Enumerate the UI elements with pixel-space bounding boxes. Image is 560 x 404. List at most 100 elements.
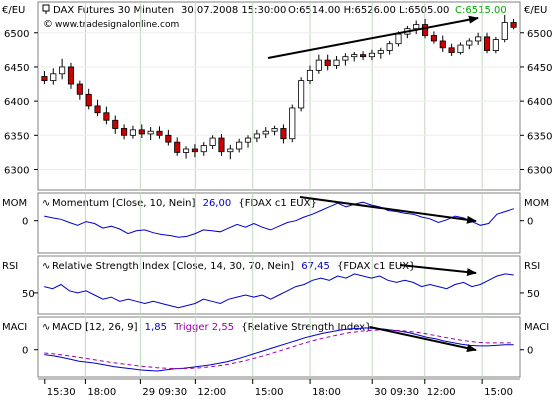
rsi-y-axis: 50 50 [22, 289, 540, 300]
mom-icon: ∿ [42, 198, 50, 209]
rsi-gridlines [84, 256, 483, 314]
candle-body [271, 128, 278, 132]
candle-body [386, 43, 393, 51]
x-tick-label: 12:00 [427, 387, 456, 398]
maci-label-left: MACI [2, 322, 27, 333]
price-trend-arrow [267, 15, 479, 59]
candle-body [218, 137, 225, 153]
maci-name: MACD [12, 26, 9] [52, 322, 138, 333]
candle-body [510, 22, 517, 28]
candle-body [289, 107, 296, 140]
candle-body [244, 137, 252, 143]
y-tick-label: 6450 [527, 63, 552, 74]
copyright-icon: © [43, 19, 53, 30]
indicator-line [44, 327, 514, 372]
candle-body [368, 52, 375, 58]
candle-body [421, 24, 429, 36]
candle-body [306, 69, 314, 82]
close-readout: C:6515.00 [455, 5, 507, 16]
mom-series [44, 201, 514, 238]
maci-panel: MACI MACI ∿ MACD [12, 26, 9] 1,85 Trigge… [2, 316, 549, 378]
candle-body [298, 80, 305, 109]
x-tick-label: 15:00 [484, 387, 513, 398]
mom-label-left: MOM [2, 198, 27, 209]
mom-legend: Momentum [Close, 10, Nein] 26,00 {FDAX c… [52, 198, 317, 209]
y-tick-label: 6350 [4, 131, 29, 142]
rsi-name: Relative Strength Index [Close, 14, 30, … [52, 261, 294, 272]
y-tick-label: 0 [527, 346, 533, 357]
candle-body [457, 44, 464, 53]
chart-menu-icon[interactable] [42, 4, 50, 12]
candle-body [182, 148, 190, 153]
y-tick-label: 6350 [527, 131, 552, 142]
rsi-value: 67,45 [301, 261, 330, 272]
maci-legend: MACD [12, 26, 9] 1,85 Trigger 2,55 {Rela… [52, 322, 371, 333]
indicator-line [44, 201, 514, 238]
rsi-source: {FDAX c1 EUX} [337, 261, 415, 272]
ohlc-readout: O:6514.00 H:6526.00 L:6505.00 [288, 5, 449, 16]
candle-body [351, 54, 358, 58]
candle-body [191, 148, 198, 153]
price-unit-right: €/EU [524, 5, 547, 16]
candle-body [315, 59, 322, 71]
candle-body [324, 59, 331, 66]
candle-body [227, 148, 234, 153]
y-tick-label: 50 [22, 289, 35, 300]
momentum-panel: MOM MOM ∿ Momentum [Close, 10, Nein] 26,… [2, 192, 549, 254]
maci-gridlines [84, 317, 483, 377]
maci-value: 1,85 [145, 322, 167, 333]
bar-date: 30.07.2008 15:30:00 [181, 5, 286, 16]
x-tick-label: 30 09:30 [374, 387, 419, 398]
candle-body [103, 112, 110, 121]
rsi-icon: ∿ [42, 261, 50, 272]
candle-body [236, 141, 243, 150]
candle-body [138, 129, 145, 135]
indicator-line [44, 273, 514, 309]
x-tick-label: 15:00 [255, 387, 284, 398]
candle-body [501, 22, 508, 40]
y-tick-label: 6500 [4, 29, 29, 40]
rsi-label-right: RSI [524, 261, 540, 272]
candle-body [94, 105, 101, 114]
candle-body [377, 50, 384, 54]
candle-body [253, 133, 260, 139]
mom-label-right: MOM [524, 198, 549, 209]
x-tick-label: 12:00 [197, 387, 226, 398]
maci-label-right: MACI [524, 322, 549, 333]
mom-value: 26,00 [203, 198, 232, 209]
x-tick-label: 18:00 [87, 387, 116, 398]
candle-body [395, 33, 402, 45]
candle-body [483, 36, 491, 51]
candle-body [67, 66, 75, 85]
x-tick-label: 15:30 [47, 387, 76, 398]
maci-icon: ∿ [42, 322, 50, 333]
price-unit-left: €/EU [2, 5, 25, 16]
candle-body [165, 134, 172, 143]
y-tick-label: 6400 [527, 97, 552, 108]
price-panel: €/EU €/EU DAX Futures 30 Minuten 30.07.2… [2, 1, 552, 191]
y-tick-label: 6300 [527, 165, 552, 176]
maci-trigger: Trigger 2,55 [173, 322, 234, 333]
x-tick-label: 18:00 [312, 387, 341, 398]
candle-body [129, 129, 137, 136]
price-gridlines [38, 2, 520, 190]
rsi-label-left: RSI [2, 261, 18, 272]
website-label: www.tradesignalonline.com [55, 20, 179, 30]
candle-body [59, 66, 66, 75]
trigger-line [44, 329, 514, 369]
time-axis: 15:30 18:00 29 09:30 12:00 15:00 18:00 30 09:3… [38, 378, 520, 398]
x-tick-label: 29 09:30 [142, 387, 187, 398]
candle-body [50, 73, 57, 82]
mom-name: Momentum [Close, 10, Nein] [52, 198, 195, 209]
mom-trend-arrow [299, 196, 477, 224]
rsi-trend-arrow [399, 264, 477, 277]
y-tick-label: 0 [22, 217, 28, 228]
candle-body [439, 40, 446, 49]
candle-body [448, 47, 455, 53]
mom-source: {FDAX c1 EUX} [238, 198, 316, 209]
price-y-axis: 6500 6500 6450 6450 6400 6400 6350 6350 6300 6300 [4, 29, 552, 177]
instrument-title: DAX Futures 30 Minuten [53, 5, 174, 16]
